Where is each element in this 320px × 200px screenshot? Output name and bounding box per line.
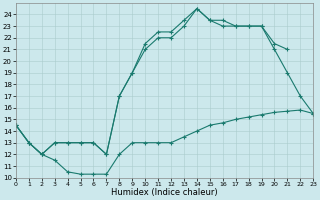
X-axis label: Humidex (Indice chaleur): Humidex (Indice chaleur) <box>111 188 218 197</box>
